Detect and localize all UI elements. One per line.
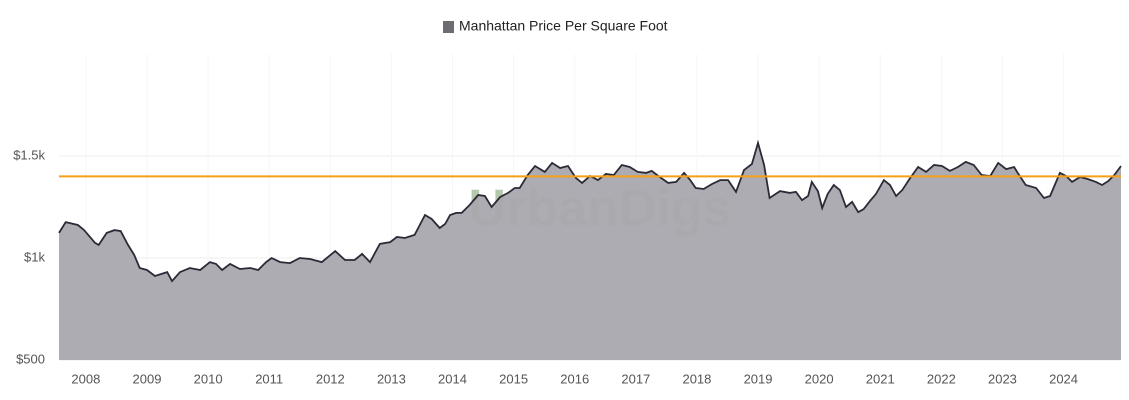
y-tick-label: $500 bbox=[16, 351, 45, 366]
x-tick-label: 2024 bbox=[1049, 371, 1078, 386]
x-tick-label: 2015 bbox=[499, 371, 528, 386]
x-tick-label: 2012 bbox=[316, 371, 345, 386]
x-tick-label: 2022 bbox=[927, 371, 956, 386]
x-tick-label: 2016 bbox=[560, 371, 589, 386]
x-tick-label: 2017 bbox=[621, 371, 650, 386]
x-tick-label: 2011 bbox=[255, 371, 283, 386]
x-tick-label: 2023 bbox=[988, 371, 1017, 386]
y-tick-label: $1k bbox=[24, 249, 45, 264]
x-tick-label: 2013 bbox=[377, 371, 406, 386]
x-tick-label: 2008 bbox=[71, 371, 100, 386]
legend-swatch bbox=[443, 21, 454, 33]
area bbox=[59, 142, 1121, 360]
line bbox=[58, 139, 1122, 283]
x-tick-label: 2010 bbox=[194, 371, 223, 386]
y-tick-label: $1.5k bbox=[13, 147, 45, 162]
legend-label[interactable]: Manhattan Price Per Square Foot bbox=[459, 18, 668, 34]
x-tick-label: 2018 bbox=[682, 371, 711, 386]
x-tick-label: 2014 bbox=[438, 371, 467, 386]
x-tick-label: 2020 bbox=[805, 371, 834, 386]
x-tick-label: 2009 bbox=[133, 371, 162, 386]
x-tick-label: 2021 bbox=[866, 371, 895, 386]
x-tick-label: 2019 bbox=[744, 371, 773, 386]
